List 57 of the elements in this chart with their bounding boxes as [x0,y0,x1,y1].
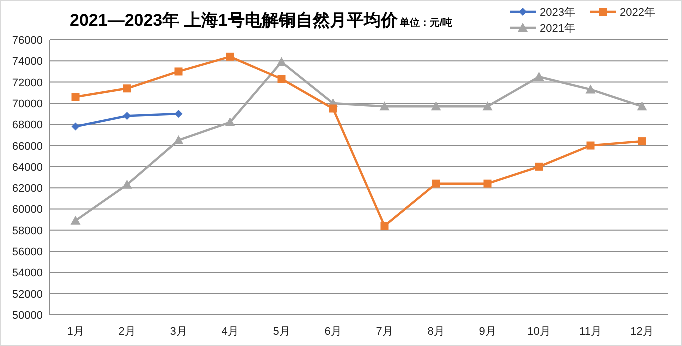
y-tick-label: 68000 [12,120,43,132]
x-tick-label: 4月 [222,326,239,338]
point [638,138,646,146]
x-tick-label: 8月 [428,326,445,338]
legend-label: 2021年 [540,23,576,35]
point [174,68,183,76]
point [586,84,596,94]
y-tick-label: 76000 [12,35,43,47]
y-tick-label: 66000 [12,140,43,153]
point [226,52,234,61]
x-tick-label: 6月 [324,326,342,338]
x-tick-label: 10月 [528,326,551,338]
chart-subtitle: 单位：元/吨 [398,17,453,29]
x-tick-label: 12月 [630,326,654,338]
y-tick-label: 50000 [12,310,43,322]
point [174,135,184,144]
point [225,118,236,126]
y-tick-label: 74000 [12,56,43,68]
y-tick-label: 54000 [12,268,43,280]
point [482,102,493,111]
y-tick-label: 70000 [12,98,43,110]
point [70,216,81,225]
point [432,180,440,188]
point [534,72,544,82]
legend-label: 2023年 [540,7,576,19]
point [484,180,492,188]
point [174,110,183,118]
x-tick-label: 2月 [118,326,136,338]
point [535,162,544,171]
x-tick-label: 3月 [170,326,188,338]
point [329,104,338,113]
point [123,112,132,120]
point [122,180,132,189]
point [431,102,442,111]
y-tick-label: 52000 [12,288,43,301]
y-tick-label: 56000 [12,246,43,259]
point [276,57,287,66]
y-tick-label: 64000 [12,162,43,174]
x-tick-label: 1月 [67,326,84,338]
point [72,122,80,131]
x-tick-label: 5月 [273,326,290,338]
point [123,84,132,93]
point [380,222,389,230]
y-tick-label: 62000 [12,183,43,196]
point [586,142,595,150]
point [380,102,390,111]
point [72,93,80,102]
x-tick-label: 7月 [376,326,394,338]
y-tick-label: 60000 [12,204,43,216]
point [278,75,286,84]
point [637,102,648,111]
y-tick-label: 58000 [12,225,43,238]
y-tick-label: 72000 [12,77,43,90]
x-tick-label: 9月 [479,326,496,338]
legend-label: 2022年 [620,7,656,19]
x-tick-label: 11月 [580,326,602,338]
chart-title: 2021—2023年 上海1号电解铜自然月平均价 [70,11,399,30]
